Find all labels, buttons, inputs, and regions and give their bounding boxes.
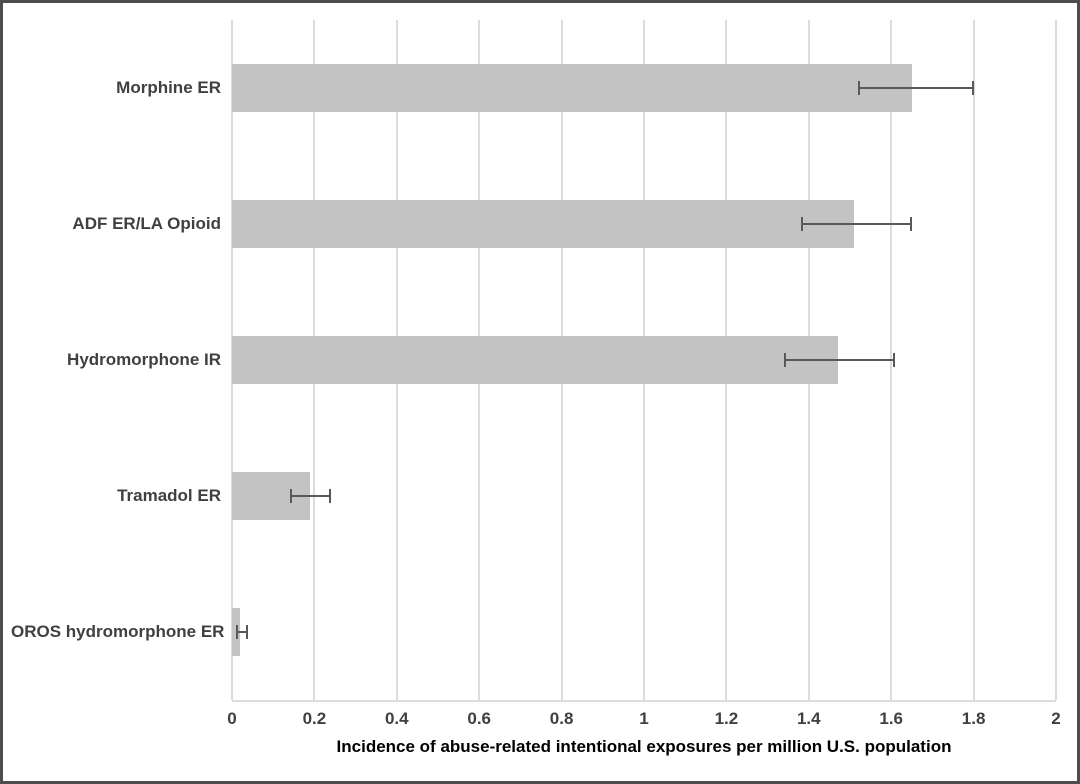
x-axis-title: Incidence of abuse-related intentional e… (336, 737, 952, 756)
x-tick-label-0.6: 0.6 (467, 709, 492, 728)
x-tick-label-1: 1 (639, 709, 649, 728)
error-bar-tramadol-er (289, 489, 331, 503)
bar-adf-er-la-opioid (232, 200, 855, 248)
category-label-tramadol-er: Tramadol ER (117, 486, 221, 505)
error-bar-oros-hydromorphone-er (236, 625, 249, 639)
x-tick-label-0: 0 (227, 709, 237, 728)
x-tick-label-1.6: 1.6 (879, 709, 904, 728)
category-label-morphine-er: Morphine ER (116, 78, 221, 97)
category-label-adf-er-la-opioid: ADF ER/LA Opioid (72, 214, 221, 233)
x-tick-label-1.4: 1.4 (796, 709, 821, 728)
gridline-x-2 (1055, 20, 1057, 700)
x-tick-label-0.2: 0.2 (302, 709, 327, 728)
bar-hydromorphone-ir (232, 336, 838, 384)
y-axis-category-labels: Morphine ER ADF ER/LA Opioid Hydromorphone… (11, 20, 225, 700)
x-tick-label-0.8: 0.8 (549, 709, 574, 728)
bar-morphine-er (232, 64, 912, 112)
x-tick-label-1.2: 1.2 (714, 709, 739, 728)
error-bar-adf-er-la-opioid (800, 217, 912, 231)
x-tick-label-0.4: 0.4 (384, 709, 409, 728)
x-tick-label-1.8: 1.8 (961, 709, 986, 728)
x-axis-tick-labels: 0 0.2 0.4 0.6 0.8 1 1.2 1.4 1.6 1.8 2 (227, 709, 1060, 733)
category-label-oros-hydromorphone-er: OROS hydromorphone ER (11, 622, 225, 641)
x-tick-label-2: 2 (1051, 709, 1061, 728)
error-bar-morphine-er (858, 81, 974, 95)
category-label-hydromorphone-ir: Hydromorphone IR (67, 350, 221, 369)
plot-area (231, 20, 1057, 702)
gridline-x-1.8 (972, 20, 975, 700)
error-bar-hydromorphone-ir (784, 353, 896, 367)
